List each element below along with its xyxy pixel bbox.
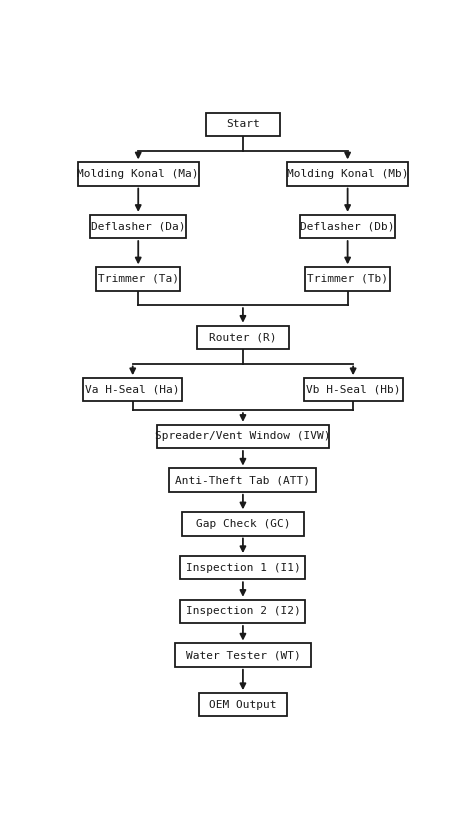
Text: OEM Output: OEM Output xyxy=(209,699,277,710)
FancyBboxPatch shape xyxy=(169,469,316,492)
FancyBboxPatch shape xyxy=(199,693,287,717)
Text: Deflasher (Da): Deflasher (Da) xyxy=(91,222,185,231)
Text: Molding Konal (Mb): Molding Konal (Mb) xyxy=(287,169,409,179)
Text: Molding Konal (Ma): Molding Konal (Ma) xyxy=(77,169,199,179)
FancyBboxPatch shape xyxy=(96,267,181,290)
Text: Trimmer (Tb): Trimmer (Tb) xyxy=(307,274,388,284)
Text: Router (R): Router (R) xyxy=(209,332,277,342)
FancyBboxPatch shape xyxy=(91,215,186,238)
FancyBboxPatch shape xyxy=(175,644,311,667)
FancyBboxPatch shape xyxy=(181,556,305,579)
Text: Spreader/Vent Window (IVW): Spreader/Vent Window (IVW) xyxy=(155,431,331,442)
FancyBboxPatch shape xyxy=(182,512,303,536)
Text: Start: Start xyxy=(226,119,260,129)
Text: Inspection 1 (I1): Inspection 1 (I1) xyxy=(185,563,301,573)
Text: Deflasher (Db): Deflasher (Db) xyxy=(301,222,395,231)
FancyBboxPatch shape xyxy=(83,378,182,402)
FancyBboxPatch shape xyxy=(287,162,408,186)
Text: Trimmer (Ta): Trimmer (Ta) xyxy=(98,274,179,284)
Text: Inspection 2 (I2): Inspection 2 (I2) xyxy=(185,606,301,617)
FancyBboxPatch shape xyxy=(156,425,329,448)
Text: Vb H-Seal (Hb): Vb H-Seal (Hb) xyxy=(306,384,401,395)
FancyBboxPatch shape xyxy=(206,113,280,136)
Text: Va H-Seal (Ha): Va H-Seal (Ha) xyxy=(85,384,180,395)
FancyBboxPatch shape xyxy=(300,215,395,238)
FancyBboxPatch shape xyxy=(181,600,305,623)
FancyBboxPatch shape xyxy=(78,162,199,186)
Text: Gap Check (GC): Gap Check (GC) xyxy=(196,519,290,529)
Text: Anti-Theft Tab (ATT): Anti-Theft Tab (ATT) xyxy=(175,475,310,485)
FancyBboxPatch shape xyxy=(305,267,390,290)
FancyBboxPatch shape xyxy=(303,378,403,402)
Text: Water Tester (WT): Water Tester (WT) xyxy=(185,650,301,660)
FancyBboxPatch shape xyxy=(197,326,289,349)
